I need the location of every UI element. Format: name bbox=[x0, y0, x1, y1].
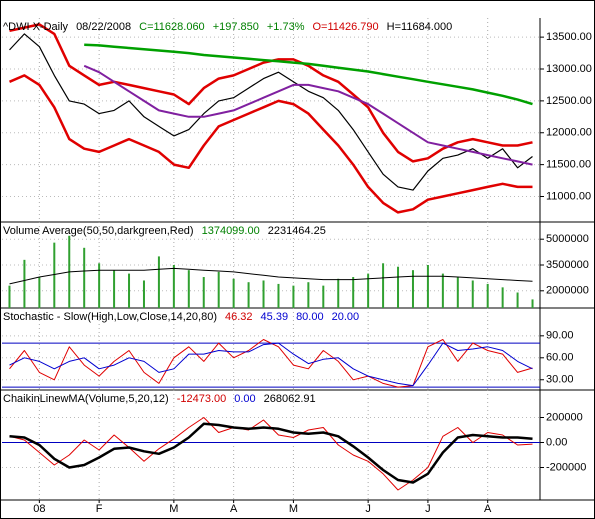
panel-label: +1.73% bbox=[267, 21, 305, 33]
y-tick-label: 5000000 bbox=[546, 233, 589, 245]
panel-label: ChaikinLinewMA(Volume,5,20,12) bbox=[3, 393, 169, 405]
volume-bar bbox=[307, 282, 310, 308]
series-line bbox=[84, 43, 533, 106]
y-tick-label: 0.00 bbox=[546, 436, 567, 448]
y-tick-label: 11500.00 bbox=[546, 159, 591, 171]
volume-bar bbox=[397, 266, 400, 308]
volume-bar bbox=[292, 285, 295, 308]
y-tick-label: 200000 bbox=[546, 411, 583, 423]
y-tick-label: -200000 bbox=[546, 461, 586, 473]
volume-bar bbox=[337, 278, 340, 308]
volume-bar bbox=[232, 278, 235, 308]
panel-label: ^DWI X-Daily bbox=[3, 21, 69, 33]
series-line bbox=[9, 33, 533, 191]
volume-bar bbox=[142, 280, 145, 308]
volume-bar bbox=[441, 273, 444, 308]
volume-bar bbox=[98, 263, 101, 308]
panel-label: 45.39 bbox=[261, 311, 289, 323]
panel-label: 268062.91 bbox=[264, 393, 316, 405]
y-tick-label: 2000000 bbox=[546, 285, 589, 297]
volume-bar bbox=[501, 287, 504, 308]
y-tick-label: 12500.00 bbox=[546, 95, 592, 107]
y-tick-label: 3500000 bbox=[546, 259, 589, 271]
volume-bar bbox=[172, 265, 175, 308]
series-line bbox=[9, 422, 533, 484]
volume-bar bbox=[187, 270, 190, 308]
series-line bbox=[9, 339, 533, 388]
panel-label: O=11426.790 bbox=[313, 21, 379, 33]
volume-bar bbox=[217, 271, 220, 308]
panel-label: Volume Average(50,50,darkgreen,Red) bbox=[3, 225, 194, 237]
panel-label: 2231464.25 bbox=[268, 225, 326, 237]
volume-bar bbox=[426, 265, 429, 308]
x-tick-label: M bbox=[289, 503, 298, 515]
volume-bar bbox=[113, 270, 116, 308]
volume-bar bbox=[157, 256, 160, 308]
volume-bar bbox=[456, 277, 459, 308]
y-tick-label: 60.00 bbox=[546, 352, 574, 364]
y-tick-label: 12000.00 bbox=[546, 127, 592, 139]
x-tick-label: M bbox=[169, 503, 178, 515]
x-tick-label: 08 bbox=[33, 503, 45, 515]
panel-label: 1374099.00 bbox=[202, 225, 260, 237]
volume-bar bbox=[277, 283, 280, 308]
volume-bar bbox=[516, 292, 519, 308]
volume-bar bbox=[38, 277, 41, 308]
panel-label: +197.850 bbox=[213, 21, 259, 33]
x-tick-label: A bbox=[230, 503, 238, 515]
volume-bar bbox=[128, 273, 131, 308]
volume-bar bbox=[352, 277, 355, 308]
series-line bbox=[9, 267, 533, 285]
volume-bar bbox=[411, 270, 414, 308]
series-line bbox=[9, 74, 533, 214]
volume-bar bbox=[382, 263, 385, 308]
volume-bar bbox=[262, 280, 265, 308]
panel-label: Stochastic - Slow(High,Low,Close,14,20,8… bbox=[3, 311, 217, 323]
volume-bar bbox=[531, 299, 534, 308]
x-tick-label: J bbox=[425, 503, 431, 515]
panel-label: H=11684.000 bbox=[387, 21, 453, 33]
volume-bar bbox=[8, 285, 11, 308]
y-tick-label: 90.00 bbox=[546, 330, 574, 342]
y-tick-label: 13000.00 bbox=[546, 63, 592, 75]
y-tick-label: 30.00 bbox=[546, 374, 574, 386]
panel-label: C=11628.060 bbox=[139, 21, 205, 33]
x-tick-label: F bbox=[96, 503, 103, 515]
x-tick-label: J bbox=[365, 503, 371, 515]
panel-label: -12473.00 bbox=[177, 393, 227, 405]
panel-label: 80.00 bbox=[296, 311, 324, 323]
volume-bar bbox=[23, 259, 26, 308]
series-line bbox=[83, 64, 533, 166]
panel-label: 20.00 bbox=[332, 311, 360, 323]
panel-label: 08/22/2008 bbox=[76, 21, 131, 33]
volume-bar bbox=[322, 285, 325, 308]
y-tick-label: 13500.00 bbox=[546, 31, 592, 43]
volume-bar bbox=[53, 242, 56, 308]
panel-label: 46.32 bbox=[225, 311, 253, 323]
volume-bar bbox=[471, 280, 474, 308]
series-line bbox=[9, 342, 533, 387]
volume-bar bbox=[486, 283, 489, 308]
y-tick-label: 11000.00 bbox=[546, 190, 591, 202]
panel-label: 0.00 bbox=[234, 393, 255, 405]
volume-bar bbox=[247, 282, 250, 308]
x-tick-label: A bbox=[484, 503, 492, 515]
volume-bar bbox=[367, 273, 370, 308]
volume-bar bbox=[202, 277, 205, 308]
volume-bar bbox=[83, 247, 86, 308]
